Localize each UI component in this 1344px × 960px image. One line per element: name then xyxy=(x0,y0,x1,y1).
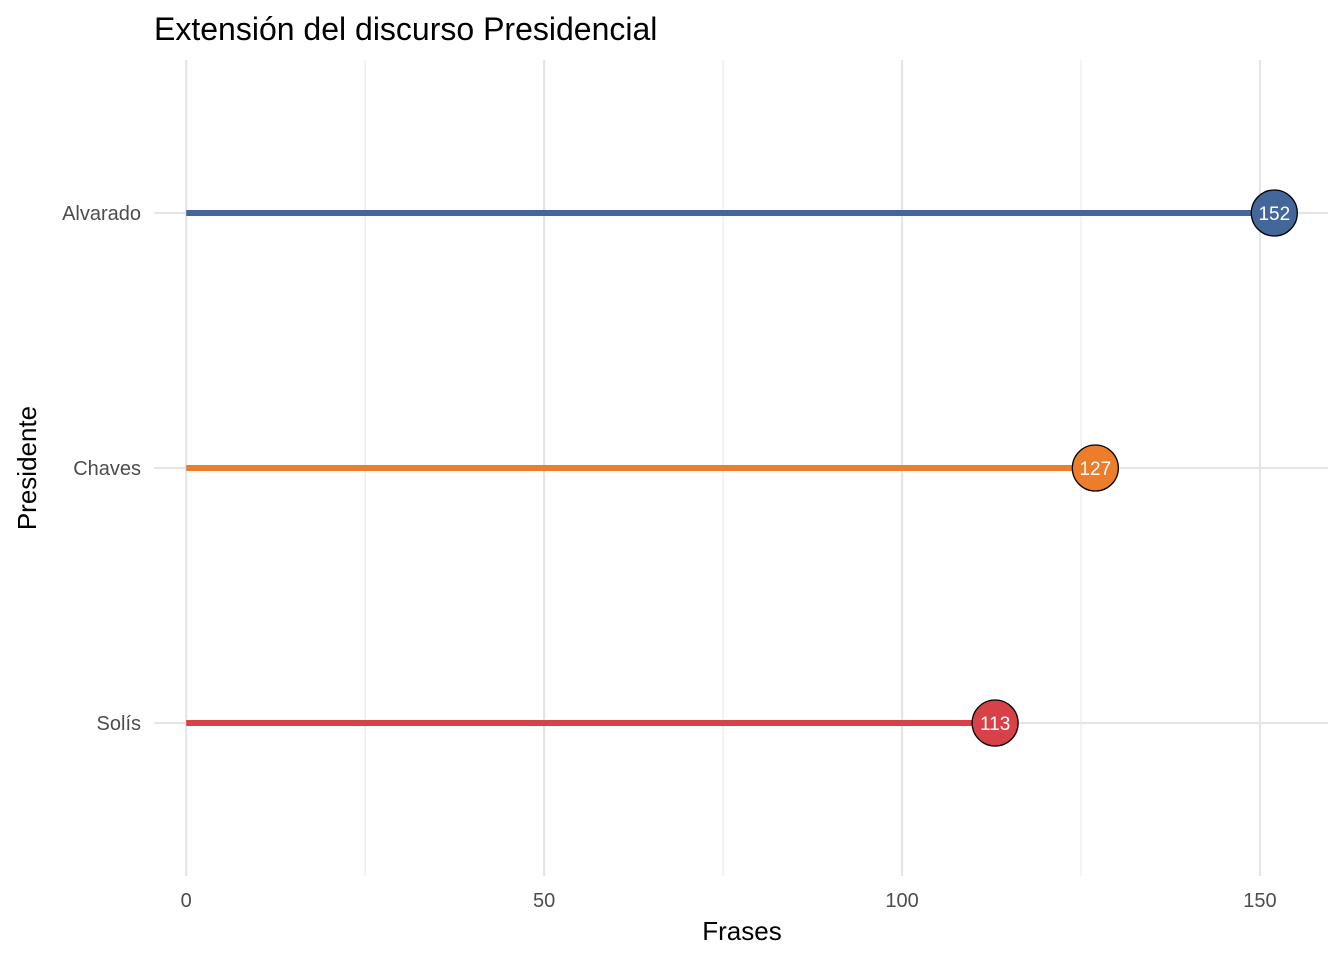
x-tick-label: 0 xyxy=(181,890,192,912)
value-label: 152 xyxy=(1258,204,1290,225)
x-tick-label: 150 xyxy=(1243,890,1276,912)
lollipop-point xyxy=(1250,189,1298,237)
x-tick-label: 100 xyxy=(885,890,918,912)
y-axis-title: Presidente xyxy=(12,406,42,530)
chart-title: Extensión del discurso Presidencial xyxy=(154,11,657,47)
value-label: 113 xyxy=(980,714,1010,735)
lollipop-point xyxy=(1071,444,1119,492)
y-tick-label: Alvarado xyxy=(62,203,141,225)
y-tick-label: Solís xyxy=(97,713,141,735)
x-axis-title: Frases xyxy=(702,916,781,946)
x-tick-label: 50 xyxy=(533,890,555,912)
axis-ticks: 0 50 100 150 Alvarado Chaves Solís xyxy=(62,203,1277,912)
series-layer: 152 127 113 xyxy=(186,189,1298,747)
value-label: 127 xyxy=(1079,459,1111,480)
y-tick-label: Chaves xyxy=(73,458,141,480)
lollipop-point xyxy=(971,699,1019,747)
